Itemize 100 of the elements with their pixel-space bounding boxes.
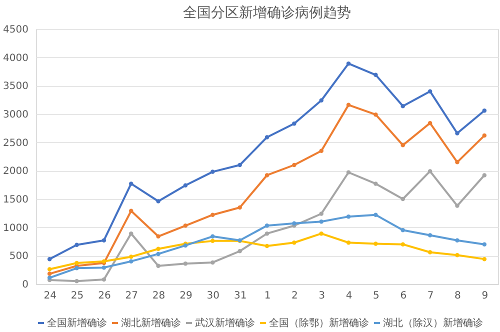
legend-label: 湖北新增确诊 xyxy=(121,317,181,329)
point xyxy=(264,173,270,178)
point xyxy=(292,221,296,226)
point xyxy=(128,259,134,264)
point xyxy=(102,265,106,270)
point xyxy=(128,254,134,259)
point xyxy=(238,249,242,254)
point xyxy=(264,231,270,236)
point xyxy=(210,212,215,217)
x-tick-label: 8 xyxy=(454,290,461,302)
point xyxy=(128,182,134,186)
point xyxy=(428,233,432,238)
point xyxy=(374,182,378,186)
point xyxy=(210,170,215,174)
point xyxy=(319,212,324,216)
point xyxy=(400,242,406,246)
point xyxy=(319,231,324,236)
point xyxy=(400,104,406,108)
point xyxy=(319,220,324,224)
point xyxy=(482,242,487,246)
point xyxy=(74,242,79,248)
point xyxy=(156,234,160,239)
point xyxy=(47,276,52,280)
point xyxy=(455,238,460,242)
point xyxy=(210,238,215,244)
x-tick-label: 5 xyxy=(373,290,380,302)
point xyxy=(102,238,106,242)
y-tick-label: 500 xyxy=(9,251,28,262)
point xyxy=(156,246,160,251)
x-tick-label: 6 xyxy=(400,290,407,302)
x-tick-label: 24 xyxy=(44,290,56,302)
point xyxy=(292,162,296,168)
legend-label: 武汉新增确诊 xyxy=(195,317,255,329)
x-tick-label: 26 xyxy=(98,290,111,302)
point xyxy=(455,204,460,208)
point xyxy=(400,143,406,148)
point xyxy=(319,98,324,103)
y-tick-label: 3000 xyxy=(3,110,28,120)
y-tick-label: 1000 xyxy=(3,222,28,234)
x-tick-label: 1 xyxy=(264,290,271,302)
point xyxy=(400,196,406,202)
point xyxy=(264,244,270,248)
y-tick-label: 0 xyxy=(22,280,28,290)
point xyxy=(428,120,432,126)
x-tick-label: 2 xyxy=(291,290,298,302)
point xyxy=(482,256,487,262)
legend-label: 湖北（除汉）新增确诊 xyxy=(383,317,483,329)
point xyxy=(346,102,351,108)
x-tick-label: 7 xyxy=(427,290,434,302)
point xyxy=(428,250,432,254)
legend-label: 全国新增确诊 xyxy=(47,317,107,329)
point xyxy=(292,240,296,245)
point xyxy=(264,224,270,228)
point xyxy=(292,122,296,126)
point xyxy=(319,148,324,153)
x-tick-label: 25 xyxy=(70,290,84,302)
point xyxy=(128,208,134,214)
point xyxy=(210,234,215,239)
x-tick-label: 4 xyxy=(346,290,352,302)
point xyxy=(428,169,432,174)
point xyxy=(346,214,351,219)
y-tick-label: 4000 xyxy=(3,52,28,64)
point xyxy=(428,89,432,94)
y-tick-label: 4500 xyxy=(3,24,28,36)
point xyxy=(156,199,160,204)
point xyxy=(400,228,406,232)
point xyxy=(374,72,378,78)
point xyxy=(482,133,487,138)
point xyxy=(264,135,270,140)
point xyxy=(455,160,460,164)
x-tick-label: 28 xyxy=(152,290,166,302)
point xyxy=(238,162,242,168)
y-tick-label: 1500 xyxy=(3,194,28,206)
point xyxy=(128,231,134,236)
point xyxy=(156,252,160,256)
x-tick-label: 29 xyxy=(180,290,192,302)
point xyxy=(455,252,460,258)
point xyxy=(102,277,106,282)
point xyxy=(74,260,79,266)
point xyxy=(210,260,215,265)
point xyxy=(374,212,378,217)
point xyxy=(47,256,52,262)
y-tick-label: 3500 xyxy=(3,81,28,92)
y-tick-label: 2500 xyxy=(3,138,28,149)
point xyxy=(183,224,188,228)
point xyxy=(346,61,351,66)
point xyxy=(482,173,487,178)
point xyxy=(374,242,378,246)
point xyxy=(374,112,378,117)
point xyxy=(47,267,52,272)
x-tick-label: 30 xyxy=(206,290,220,302)
point xyxy=(47,272,52,276)
point xyxy=(346,240,351,245)
point xyxy=(183,183,188,188)
x-tick-label: 31 xyxy=(234,290,247,302)
x-tick-label: 27 xyxy=(125,290,138,302)
point xyxy=(238,205,242,210)
point xyxy=(156,264,160,268)
x-tick-label: 3 xyxy=(318,290,326,302)
y-tick-label: 2000 xyxy=(3,166,28,178)
